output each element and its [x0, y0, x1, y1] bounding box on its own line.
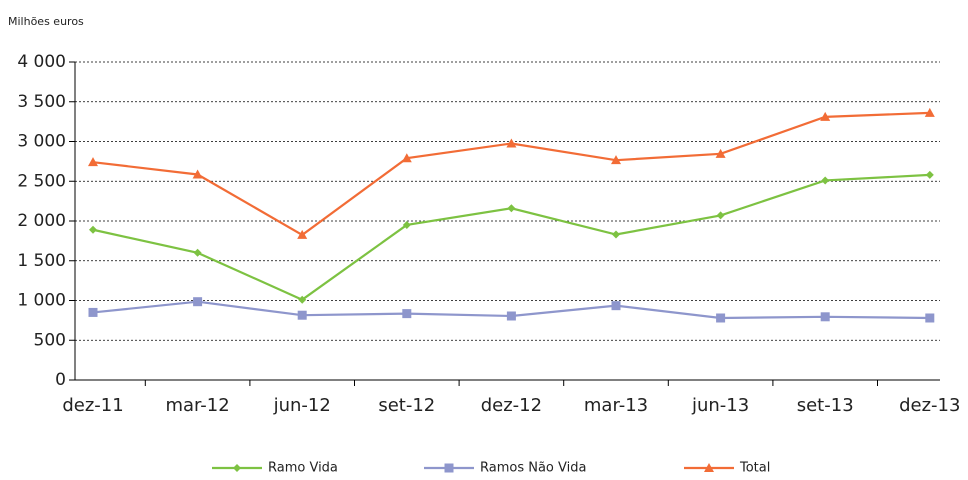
y-tick-label: 0 — [55, 370, 66, 390]
series-line — [92, 173, 930, 301]
marker — [716, 211, 725, 220]
legend-label: Ramos Não Vida — [480, 461, 586, 476]
marker — [297, 310, 307, 320]
x-tick-label: dez-13 — [899, 395, 960, 416]
marker — [612, 230, 620, 239]
marker — [193, 248, 202, 257]
marker — [402, 309, 412, 319]
marker — [704, 463, 714, 472]
legend-label: Total — [739, 461, 770, 476]
marker — [88, 307, 98, 317]
marker — [925, 170, 934, 179]
marker — [820, 312, 830, 322]
x-tick-label: set-13 — [797, 395, 854, 416]
marker — [715, 148, 726, 158]
y-axis-label: Milhões euros — [8, 15, 84, 28]
marker — [716, 313, 726, 323]
y-tick-label: 2 500 — [17, 171, 66, 191]
x-tick-label: jun-12 — [273, 395, 331, 416]
marker — [192, 169, 203, 179]
marker — [444, 463, 454, 473]
y-tick-label: 2 000 — [17, 211, 66, 231]
y-tick-label: 3 500 — [17, 92, 66, 112]
y-tick-label: 1 000 — [17, 291, 66, 311]
x-tick-label: mar-13 — [584, 395, 648, 416]
y-tick-label: 500 — [34, 330, 66, 350]
marker — [402, 220, 411, 229]
marker — [298, 295, 307, 304]
marker — [233, 464, 241, 472]
marker — [820, 111, 831, 121]
marker — [924, 107, 935, 117]
x-tick-label: mar-12 — [165, 395, 229, 416]
marker — [88, 157, 98, 167]
x-tick-label: set-12 — [378, 395, 435, 416]
marker — [89, 225, 97, 234]
marker — [611, 155, 621, 165]
y-tick-label: 4 000 — [17, 52, 66, 72]
x-tick-label: dez-11 — [62, 395, 123, 416]
x-tick-label: jun-13 — [691, 395, 749, 416]
marker — [821, 176, 830, 185]
x-tick-label: dez-12 — [481, 395, 542, 416]
legend-label: Ramo Vida — [268, 461, 338, 476]
marker — [611, 301, 621, 311]
marker — [925, 313, 935, 323]
marker — [507, 204, 516, 213]
marker — [297, 229, 308, 239]
series-line — [92, 111, 930, 237]
y-tick-label: 1 500 — [17, 251, 66, 271]
marker — [193, 297, 203, 307]
marker — [506, 138, 517, 148]
marker — [506, 311, 516, 321]
marker — [401, 153, 412, 163]
y-tick-label: 3 000 — [17, 132, 66, 152]
